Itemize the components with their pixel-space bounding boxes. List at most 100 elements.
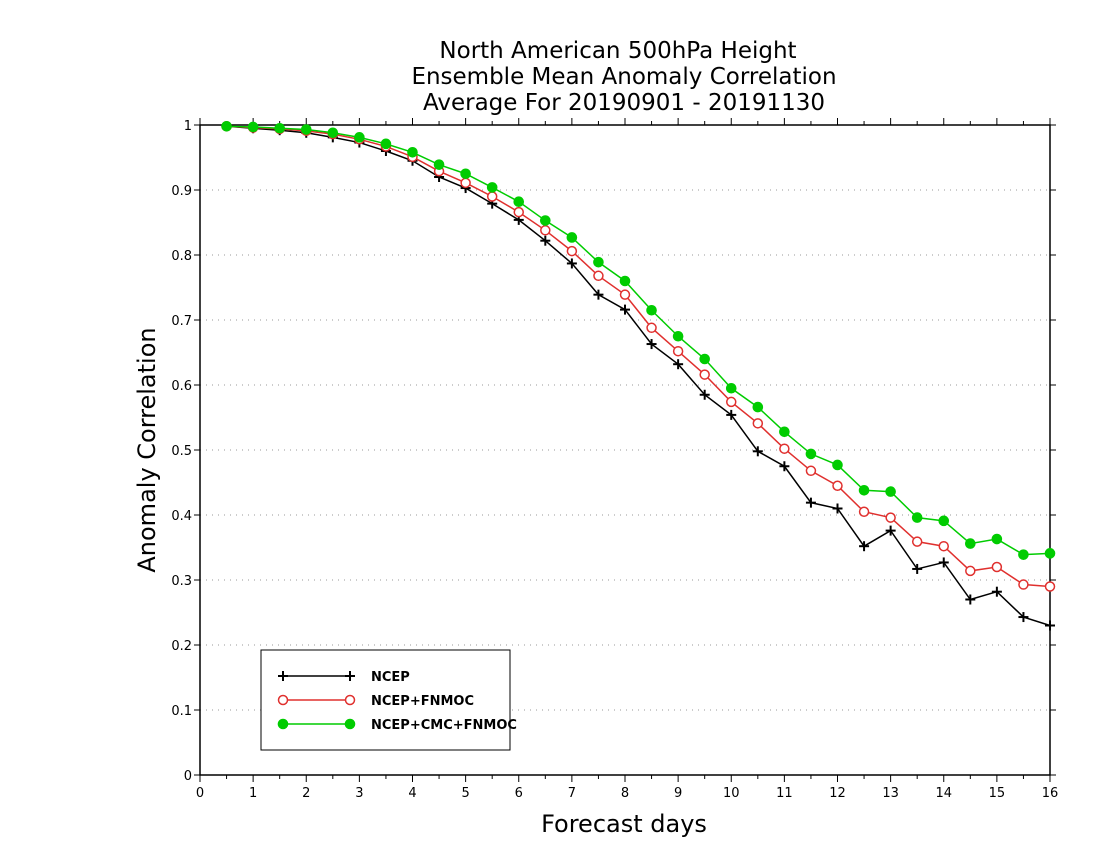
- data-point-ncep: [805, 497, 816, 508]
- data-point-ncep-cmc-fnmoc: [274, 122, 285, 134]
- data-point-ncep-cmc-fnmoc: [911, 512, 923, 523]
- legend-label: NCEP+FNMOC: [371, 694, 474, 709]
- data-point-ncep-fnmoc: [991, 561, 1003, 573]
- data-point-ncep-fnmoc: [566, 245, 578, 257]
- x-tick-label: 7: [568, 786, 576, 801]
- x-tick-label: 6: [515, 786, 523, 801]
- data-point-ncep-cmc-fnmoc: [327, 127, 339, 139]
- legend-item-ncep-cmc-fnmoc: NCEP+CMC+FNMOC: [277, 718, 517, 733]
- data-point-ncep-cmc-fnmoc: [486, 182, 498, 193]
- data-point-ncep-cmc-fnmoc: [540, 215, 551, 226]
- data-point-ncep: [726, 409, 737, 420]
- data-point-ncep-fnmoc: [938, 540, 949, 552]
- data-point-ncep-cmc-fnmoc: [460, 168, 471, 180]
- x-tick-label: 5: [461, 786, 469, 801]
- y-tick-label: 0.8: [171, 249, 192, 264]
- y-tick-label: 0.6: [171, 379, 192, 394]
- y-tick-label: 0: [184, 769, 192, 784]
- data-point-ncep-fnmoc: [646, 322, 657, 334]
- data-point-ncep-fnmoc: [779, 443, 790, 454]
- data-point-ncep-cmc-fnmoc: [672, 330, 684, 342]
- legend-label: NCEP+CMC+FNMOC: [371, 718, 517, 733]
- data-point-ncep: [540, 235, 551, 246]
- y-tick-label: 0.9: [171, 184, 192, 199]
- data-point-ncep-cmc-fnmoc: [725, 382, 737, 394]
- data-point-ncep-cmc-fnmoc: [1018, 549, 1029, 560]
- x-tick-label: 11: [776, 786, 793, 801]
- data-point-ncep-fnmoc: [699, 369, 710, 380]
- data-point-ncep-fnmoc: [885, 512, 896, 523]
- series-ncep-fnmoc: [221, 121, 1056, 592]
- data-point-ncep-fnmoc: [858, 506, 870, 517]
- x-tick-label: 8: [621, 786, 629, 801]
- axis-ticks: 00.10.20.30.40.50.60.70.80.910 1 2 3 4 5 6 7 8 9 1…: [171, 118, 1058, 801]
- series-ncep-cmc-fnmoc: [221, 121, 1056, 560]
- chart-title: North American 500hPa Height Ensemble Me…: [411, 38, 836, 116]
- y-tick-label: 0.5: [171, 444, 192, 459]
- data-point-ncep-fnmoc: [965, 565, 976, 577]
- x-tick-label: 2: [302, 786, 310, 801]
- data-point-ncep-cmc-fnmoc: [566, 232, 578, 243]
- x-tick-label: 10: [723, 786, 740, 801]
- data-point-ncep-fnmoc: [805, 465, 817, 477]
- x-tick-label: 16: [1042, 786, 1059, 801]
- y-tick-label: 0.1: [171, 704, 192, 719]
- x-tick-label: 3: [355, 786, 363, 801]
- data-point-ncep-cmc-fnmoc: [1044, 548, 1056, 559]
- x-tick-label: 9: [674, 786, 682, 801]
- legend-marker: [344, 694, 356, 706]
- data-point-ncep-fnmoc: [752, 418, 764, 429]
- data-point-ncep-fnmoc: [726, 396, 737, 408]
- title-line-3: Average For 20190901 - 20191130: [423, 90, 825, 116]
- series-ncep: [221, 121, 1055, 631]
- legend-item-ncep-fnmoc: NCEP+FNMOC: [277, 694, 474, 709]
- data-point-ncep-cmc-fnmoc: [433, 159, 445, 170]
- y-tick-label: 0.7: [171, 314, 192, 329]
- data-point-ncep-cmc-fnmoc: [779, 426, 790, 438]
- x-tick-label: 14: [935, 786, 952, 801]
- x-tick-label: 4: [408, 786, 416, 801]
- data-point-ncep: [1045, 620, 1055, 631]
- data-point-ncep-cmc-fnmoc: [752, 401, 764, 413]
- data-point-ncep: [1018, 612, 1029, 623]
- legend: NCEP NCEP+FNMOC NCEP+CMC+FNMOC: [260, 649, 517, 751]
- legend-marker: [278, 671, 288, 681]
- y-tick-label: 0.3: [171, 574, 192, 589]
- data-point-ncep-fnmoc: [513, 206, 524, 218]
- data-point-ncep-cmc-fnmoc: [991, 533, 1003, 545]
- data-point-ncep: [938, 557, 949, 568]
- data-point-ncep-cmc-fnmoc: [221, 121, 232, 132]
- data-point-ncep: [859, 541, 870, 552]
- x-tick-label: 12: [829, 786, 846, 801]
- x-tick-label: 1: [249, 786, 257, 801]
- x-tick-label: 13: [882, 786, 899, 801]
- data-point-ncep: [566, 258, 577, 269]
- data-point-ncep: [912, 563, 923, 574]
- data-point-ncep-fnmoc: [672, 345, 684, 357]
- y-tick-label: 0.4: [171, 509, 192, 524]
- data-point-ncep: [620, 304, 630, 315]
- data-point-ncep-fnmoc: [619, 289, 631, 300]
- series-line-ncep: [226, 125, 1051, 627]
- data-point-ncep-cmc-fnmoc: [354, 132, 365, 143]
- data-point-ncep-cmc-fnmoc: [699, 353, 710, 365]
- y-tick-label: 1: [184, 119, 192, 134]
- data-point-ncep-cmc-fnmoc: [407, 147, 418, 158]
- data-point-ncep-fnmoc: [540, 225, 551, 236]
- grid-lines: [200, 189, 1050, 711]
- data-point-ncep: [965, 594, 976, 605]
- data-point-ncep: [646, 339, 657, 350]
- data-point-ncep: [991, 586, 1002, 597]
- series-line-ncep-cmc-fnmoc: [226, 125, 1051, 556]
- data-point-ncep-cmc-fnmoc: [832, 459, 843, 471]
- data-point-ncep-cmc-fnmoc: [646, 304, 657, 316]
- data-point-ncep-cmc-fnmoc: [805, 448, 817, 460]
- title-line-1: North American 500hPa Height: [439, 38, 796, 64]
- legend-item-ncep: NCEP: [278, 670, 410, 685]
- data-point-ncep-cmc-fnmoc: [965, 538, 976, 549]
- legend-label: NCEP: [371, 670, 410, 685]
- data-point-ncep: [885, 525, 896, 536]
- data-point-ncep-cmc-fnmoc: [247, 121, 259, 133]
- x-tick-label: 15: [989, 786, 1006, 801]
